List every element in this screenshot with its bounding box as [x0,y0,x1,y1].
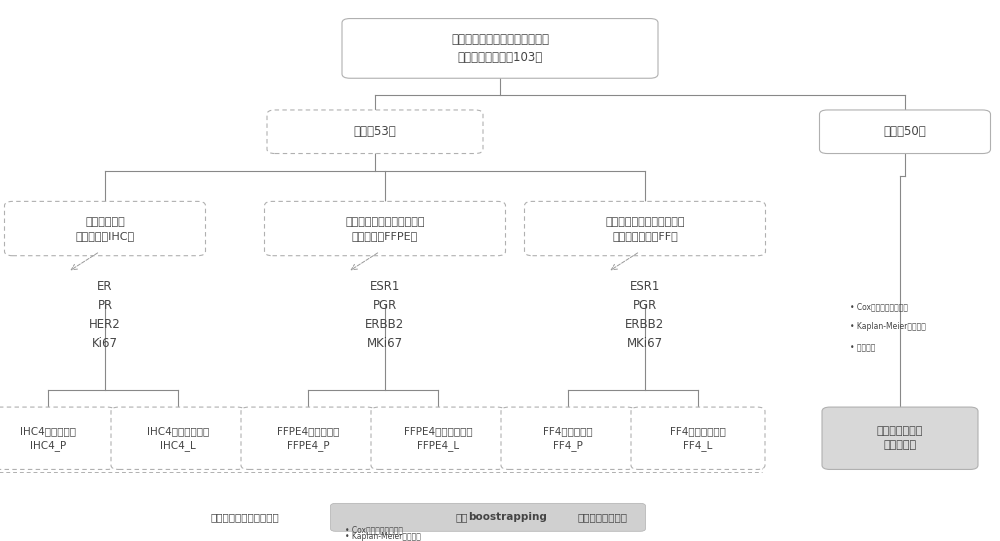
Text: ESR1
PGR
ERBB2
MKi67: ESR1 PGR ERBB2 MKi67 [365,280,405,349]
Text: 训练集53例: 训练集53例 [354,126,396,138]
FancyBboxPatch shape [267,110,483,154]
Text: • Kaplan-Meier生存曲线: • Kaplan-Meier生存曲线 [345,532,421,540]
Text: 免疫组化方法
石蜡切片（IHC）: 免疫组化方法 石蜡切片（IHC） [75,216,135,241]
Text: 通过: 通过 [456,512,468,522]
Text: • Kaplan-Meier生存曲线: • Kaplan-Meier生存曲线 [850,322,926,332]
FancyBboxPatch shape [0,407,115,470]
Text: ER
PR
HER2
Ki67: ER PR HER2 Ki67 [89,280,121,349]
Text: FF4线性函数模型
FF4_L: FF4线性函数模型 FF4_L [670,426,726,451]
Text: FFPE4线性函数模型
FFPE4_L: FFPE4线性函数模型 FFPE4_L [404,426,472,451]
Text: • 聚类分析: • 聚类分析 [850,343,875,352]
FancyBboxPatch shape [822,407,978,470]
Text: 多重平行检测液相基因芯片
新鲜冻存标本（FF）: 多重平行检测液相基因芯片 新鲜冻存标本（FF） [605,216,685,241]
FancyBboxPatch shape [111,407,245,470]
FancyBboxPatch shape [241,407,375,470]
Text: FFPE4幂函数模型
FFPE4_P: FFPE4幂函数模型 FFPE4_P [277,426,339,451]
Text: FF4幂函数模型
FF4_P: FF4幂函数模型 FF4_P [543,426,593,451]
Text: IHC4幂函数模型
IHC4_P: IHC4幂函数模型 IHC4_P [20,426,76,451]
Text: IHC4线性函数模型
IHC4_L: IHC4线性函数模型 IHC4_L [147,426,209,451]
FancyBboxPatch shape [631,407,765,470]
Text: ESR1
PGR
ERBB2
MKi67: ESR1 PGR ERBB2 MKi67 [625,280,665,349]
Text: 方法进行内部验证: 方法进行内部验证 [578,512,628,522]
FancyBboxPatch shape [4,201,206,256]
FancyBboxPatch shape [820,110,990,154]
FancyBboxPatch shape [342,18,658,78]
FancyBboxPatch shape [371,407,505,470]
FancyBboxPatch shape [524,201,766,256]
Text: 独立标本进行外
部数据验证: 独立标本进行外 部数据验证 [877,426,923,450]
Text: • Cox比例风险回归模型: • Cox比例风险回归模型 [850,302,908,311]
Text: boostrapping: boostrapping [468,512,547,522]
FancyBboxPatch shape [330,503,646,531]
FancyBboxPatch shape [501,407,635,470]
FancyBboxPatch shape [264,201,506,256]
Text: 验证集50例: 验证集50例 [884,126,926,138]
Text: 和免疫组化方法进行比较: 和免疫组化方法进行比较 [211,512,279,522]
Text: • Cox比例风险回归模型: • Cox比例风险回归模型 [345,525,403,534]
Text: 复旦大学附属肿瘤医院乳腺外科
回顾性的配对标本103例: 复旦大学附属肿瘤医院乳腺外科 回顾性的配对标本103例 [451,33,549,64]
Text: 多重平行检测液相基因芯片
石蜡切片（FFPE）: 多重平行检测液相基因芯片 石蜡切片（FFPE） [345,216,425,241]
